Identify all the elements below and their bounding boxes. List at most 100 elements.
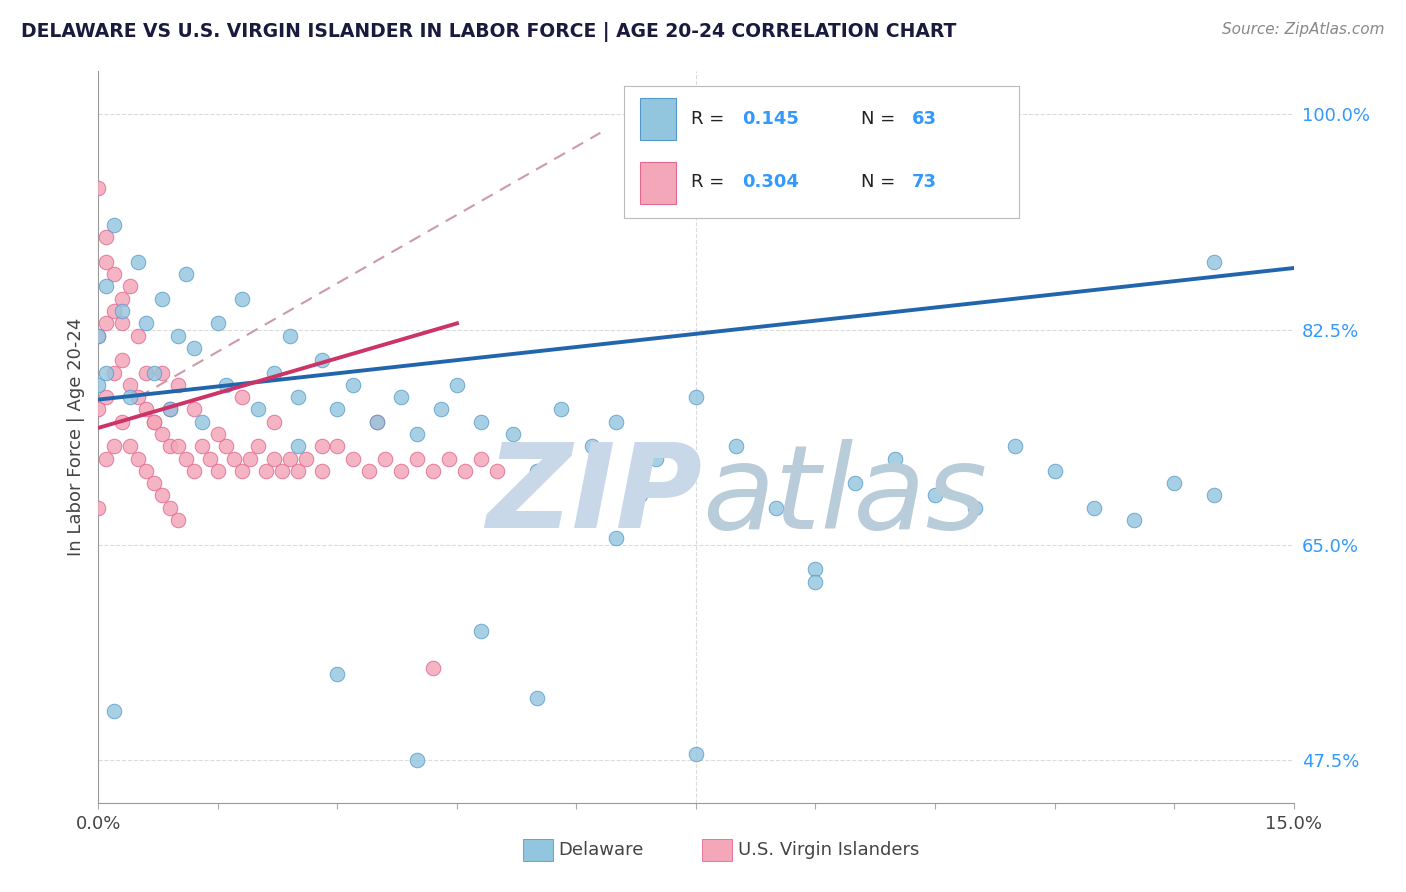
Point	[804, 574, 827, 589]
Point	[103, 267, 125, 281]
Point	[222, 451, 245, 466]
Point	[120, 279, 142, 293]
Point	[207, 464, 229, 478]
Text: ZIP: ZIP	[486, 438, 702, 553]
Point	[159, 500, 181, 515]
Point	[167, 513, 190, 527]
Point	[924, 488, 946, 502]
Point	[342, 377, 364, 392]
Point	[326, 402, 349, 417]
Point	[150, 488, 173, 502]
Point	[287, 439, 309, 453]
Point	[103, 218, 125, 232]
Point	[191, 415, 214, 429]
Text: Source: ZipAtlas.com: Source: ZipAtlas.com	[1222, 22, 1385, 37]
Point	[502, 427, 524, 442]
Point	[1123, 513, 1146, 527]
Point	[374, 451, 396, 466]
Point	[645, 451, 668, 466]
Point	[406, 451, 429, 466]
Point	[446, 377, 468, 392]
Point	[254, 464, 277, 478]
Point	[326, 439, 349, 453]
Point	[150, 427, 173, 442]
Point	[422, 660, 444, 674]
Point	[263, 366, 285, 380]
Point	[685, 390, 707, 404]
Point	[239, 451, 262, 466]
Point	[724, 439, 747, 453]
Point	[1202, 488, 1225, 502]
Point	[143, 366, 166, 380]
Point	[120, 377, 142, 392]
Point	[167, 328, 190, 343]
Point	[628, 488, 651, 502]
Point	[87, 328, 110, 343]
Point	[183, 341, 205, 355]
Point	[127, 390, 149, 404]
Point	[246, 402, 269, 417]
Point	[87, 377, 110, 392]
Point	[278, 328, 301, 343]
Point	[96, 230, 118, 244]
Point	[120, 439, 142, 453]
Point	[207, 427, 229, 442]
Text: Delaware: Delaware	[558, 841, 644, 859]
Point	[174, 451, 197, 466]
Point	[103, 439, 125, 453]
Point	[526, 464, 548, 478]
Point	[215, 377, 238, 392]
Point	[215, 439, 238, 453]
Point	[287, 390, 309, 404]
Point	[207, 317, 229, 331]
Point	[231, 390, 253, 404]
Point	[389, 390, 412, 404]
Point	[127, 328, 149, 343]
Point	[111, 304, 134, 318]
Point	[1004, 439, 1026, 453]
Point	[96, 279, 118, 293]
Point	[143, 476, 166, 491]
Point	[685, 747, 707, 761]
Point	[96, 390, 118, 404]
Point	[135, 317, 157, 331]
Point	[470, 451, 492, 466]
Point	[135, 366, 157, 380]
Point	[231, 464, 253, 478]
Point	[605, 415, 627, 429]
Point	[437, 451, 460, 466]
Y-axis label: In Labor Force | Age 20-24: In Labor Force | Age 20-24	[66, 318, 84, 557]
Point	[135, 402, 157, 417]
Point	[96, 366, 118, 380]
Point	[366, 415, 388, 429]
Point	[246, 439, 269, 453]
Point	[111, 353, 134, 368]
Point	[263, 415, 285, 429]
Point	[278, 451, 301, 466]
Point	[174, 267, 197, 281]
Point	[143, 415, 166, 429]
Point	[1043, 464, 1066, 478]
Point	[1202, 255, 1225, 269]
Point	[150, 366, 173, 380]
Point	[103, 304, 125, 318]
Point	[765, 500, 787, 515]
Point	[311, 439, 333, 453]
Point	[150, 292, 173, 306]
Point	[581, 439, 603, 453]
Point	[963, 500, 986, 515]
Bar	[523, 839, 553, 862]
Point	[135, 464, 157, 478]
Point	[87, 328, 110, 343]
Point	[366, 415, 388, 429]
Point	[1083, 500, 1105, 515]
Point	[111, 415, 134, 429]
Point	[470, 624, 492, 638]
Point	[485, 464, 508, 478]
Point	[287, 464, 309, 478]
Point	[87, 500, 110, 515]
Bar	[702, 839, 733, 862]
Text: DELAWARE VS U.S. VIRGIN ISLANDER IN LABOR FORCE | AGE 20-24 CORRELATION CHART: DELAWARE VS U.S. VIRGIN ISLANDER IN LABO…	[21, 22, 956, 42]
Point	[198, 451, 221, 466]
Point	[605, 532, 627, 546]
